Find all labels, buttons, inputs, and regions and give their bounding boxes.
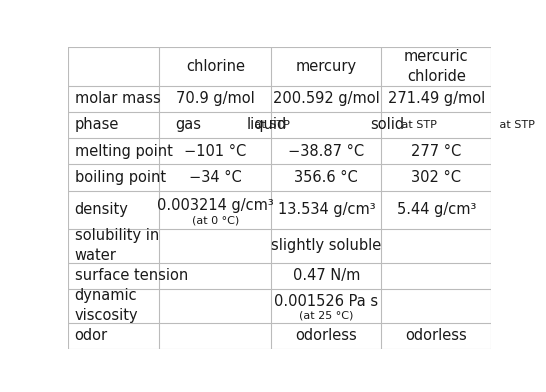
Text: (at 0 °C): (at 0 °C) xyxy=(192,216,239,225)
Text: mercury: mercury xyxy=(296,59,357,74)
Text: 0.47 N/m: 0.47 N/m xyxy=(293,269,360,283)
Text: dynamic
viscosity: dynamic viscosity xyxy=(75,289,138,323)
Text: 356.6 °C: 356.6 °C xyxy=(294,170,358,185)
Text: density: density xyxy=(75,202,128,217)
Text: odor: odor xyxy=(75,328,108,343)
Text: gas: gas xyxy=(175,118,201,132)
Text: molar mass: molar mass xyxy=(75,91,161,106)
Text: 302 °C: 302 °C xyxy=(411,170,461,185)
Text: at STP: at STP xyxy=(399,120,437,130)
Text: 70.9 g/mol: 70.9 g/mol xyxy=(176,91,254,106)
Text: −38.87 °C: −38.87 °C xyxy=(288,144,364,159)
Text: 200.592 g/mol: 200.592 g/mol xyxy=(273,91,380,106)
Text: slightly soluble: slightly soluble xyxy=(271,238,382,253)
Text: odorless: odorless xyxy=(295,328,357,343)
Text: 0.003214 g/cm³: 0.003214 g/cm³ xyxy=(157,198,274,213)
Text: 0.001526 Pa s: 0.001526 Pa s xyxy=(274,294,378,309)
Text: −101 °C: −101 °C xyxy=(184,144,246,159)
Text: −34 °C: −34 °C xyxy=(189,170,242,185)
Text: 277 °C: 277 °C xyxy=(411,144,461,159)
Text: boiling point: boiling point xyxy=(75,170,166,185)
Text: 271.49 g/mol: 271.49 g/mol xyxy=(388,91,485,106)
Text: chlorine: chlorine xyxy=(186,59,245,74)
Text: at STP: at STP xyxy=(496,120,535,130)
Text: odorless: odorless xyxy=(406,328,467,343)
Text: surface tension: surface tension xyxy=(75,269,188,283)
Text: at STP: at STP xyxy=(251,120,290,130)
Text: mercuric
chloride: mercuric chloride xyxy=(404,49,468,84)
Text: 13.534 g/cm³: 13.534 g/cm³ xyxy=(277,202,375,217)
Text: solid: solid xyxy=(370,118,404,132)
Text: 5.44 g/cm³: 5.44 g/cm³ xyxy=(397,202,476,217)
Text: melting point: melting point xyxy=(75,144,173,159)
Text: phase: phase xyxy=(75,118,119,132)
Text: (at 25 °C): (at 25 °C) xyxy=(299,310,354,320)
Text: liquid: liquid xyxy=(246,118,287,132)
Text: solubility in
water: solubility in water xyxy=(75,229,159,263)
